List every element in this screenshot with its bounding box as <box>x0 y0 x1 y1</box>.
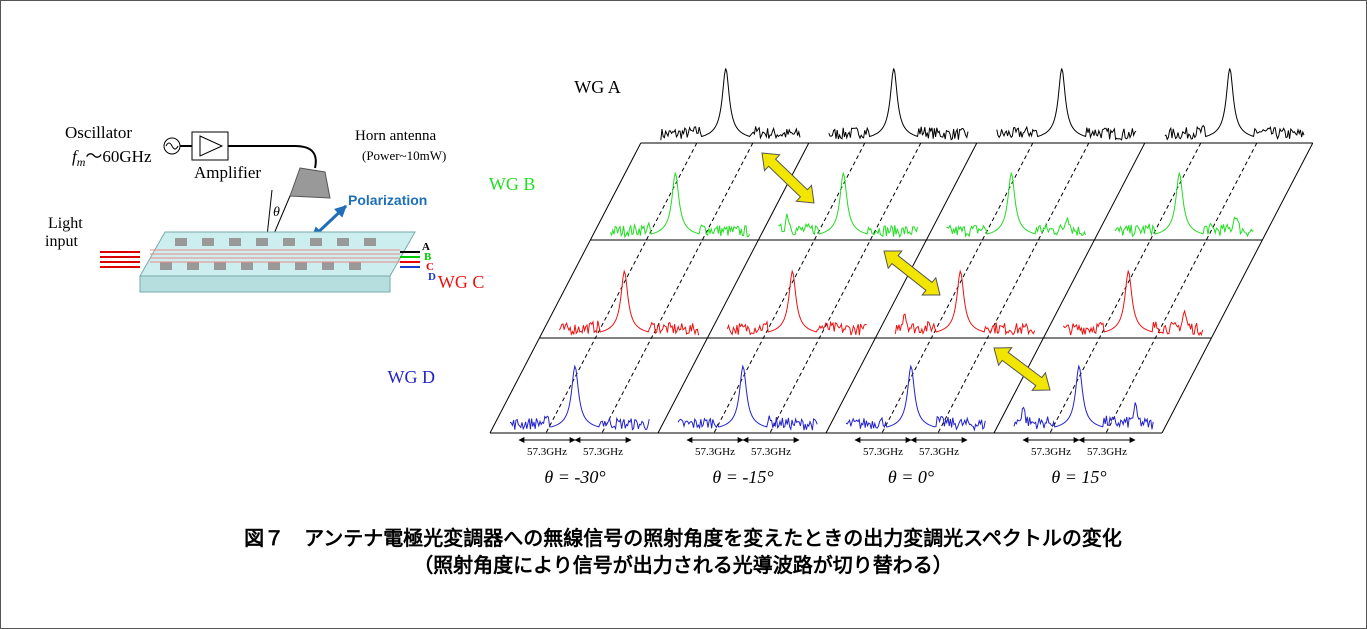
spectrum <box>678 366 817 430</box>
spectrum <box>946 173 1085 236</box>
spectrum <box>846 366 985 430</box>
column-border <box>826 143 977 433</box>
light-label: Light <box>48 215 83 232</box>
power-label: (Power~10mW) <box>362 148 446 163</box>
horn <box>290 168 330 198</box>
electrode <box>202 238 214 246</box>
spacing-label: 57.3GHz <box>863 446 903 458</box>
amplifier-label: Amplifier <box>194 163 261 182</box>
oscillator-label: Oscillator <box>65 123 132 142</box>
angle-label: θ <box>273 205 280 220</box>
polarization-label: Polarization <box>348 192 427 208</box>
switch-arrow <box>994 348 1050 391</box>
output-label: D <box>428 271 436 283</box>
spacing-label: 57.3GHz <box>695 446 735 458</box>
spectrum <box>559 271 698 335</box>
row-label: WG B <box>489 174 536 194</box>
electrode <box>214 262 226 270</box>
electrode <box>364 238 376 246</box>
input-label: input <box>45 233 78 250</box>
electrode <box>283 238 295 246</box>
column-border <box>1162 143 1313 433</box>
spectrum <box>829 68 968 139</box>
row-label: WG D <box>388 367 436 387</box>
column-border <box>658 143 809 433</box>
electrode <box>310 238 322 246</box>
spectrum <box>997 68 1136 139</box>
column-border <box>994 143 1145 433</box>
figure: Oscillator fm～60GHz Amplifier Horn anten… <box>0 0 1367 629</box>
spacing-label: 57.3GHz <box>583 446 623 458</box>
spectrum <box>1165 68 1304 139</box>
electrode <box>187 262 199 270</box>
electrode <box>337 238 349 246</box>
spectrum <box>610 173 749 237</box>
spectrum <box>1063 271 1202 335</box>
setup-diagram: Oscillator fm～60GHz Amplifier Horn anten… <box>45 123 446 292</box>
electrode <box>229 238 241 246</box>
spacing-label: 57.3GHz <box>919 446 959 458</box>
horn-label: Horn antenna <box>355 128 437 144</box>
electrode <box>175 238 187 246</box>
electrode <box>268 262 280 270</box>
switch-arrow <box>884 251 940 295</box>
spacing-label: 57.3GHz <box>1031 446 1071 458</box>
spacing-label: 57.3GHz <box>751 446 791 458</box>
row-label: WG A <box>574 77 621 97</box>
electrode <box>256 238 268 246</box>
sine <box>166 143 178 149</box>
angle-label: θ = -15° <box>712 467 773 487</box>
electrode <box>322 262 334 270</box>
spectrum <box>727 271 866 335</box>
spectrum <box>510 366 649 430</box>
spacing-label: 57.3GHz <box>527 446 567 458</box>
angle-label: θ = 0° <box>888 467 934 487</box>
switch-arrow <box>762 153 814 203</box>
spectrum <box>661 68 800 140</box>
caption-line: 図７ アンテナ電極光変調器への無線信号の照射角度を変えたときの出力変調光スペクト… <box>244 526 1122 550</box>
caption-line: （照射角度により信号が出力される光導波路が切り替わる） <box>413 553 953 577</box>
electrode <box>241 262 253 270</box>
angle-label: θ = -30° <box>544 467 605 487</box>
spacing-label: 57.3GHz <box>1087 446 1127 458</box>
electrode <box>295 262 307 270</box>
electrode <box>160 262 172 270</box>
spectra-grid: WG A WG B WG C WG D 57.3GHz 57.3GHz θ = -30° 57… <box>388 68 1313 487</box>
angle-label: θ = 15° <box>1051 467 1106 487</box>
frequency-label: fm～60GHz <box>72 147 152 169</box>
row-label: WG C <box>438 272 485 292</box>
electrode <box>349 262 361 270</box>
spectrum <box>1114 173 1253 236</box>
chip-side <box>140 276 390 292</box>
